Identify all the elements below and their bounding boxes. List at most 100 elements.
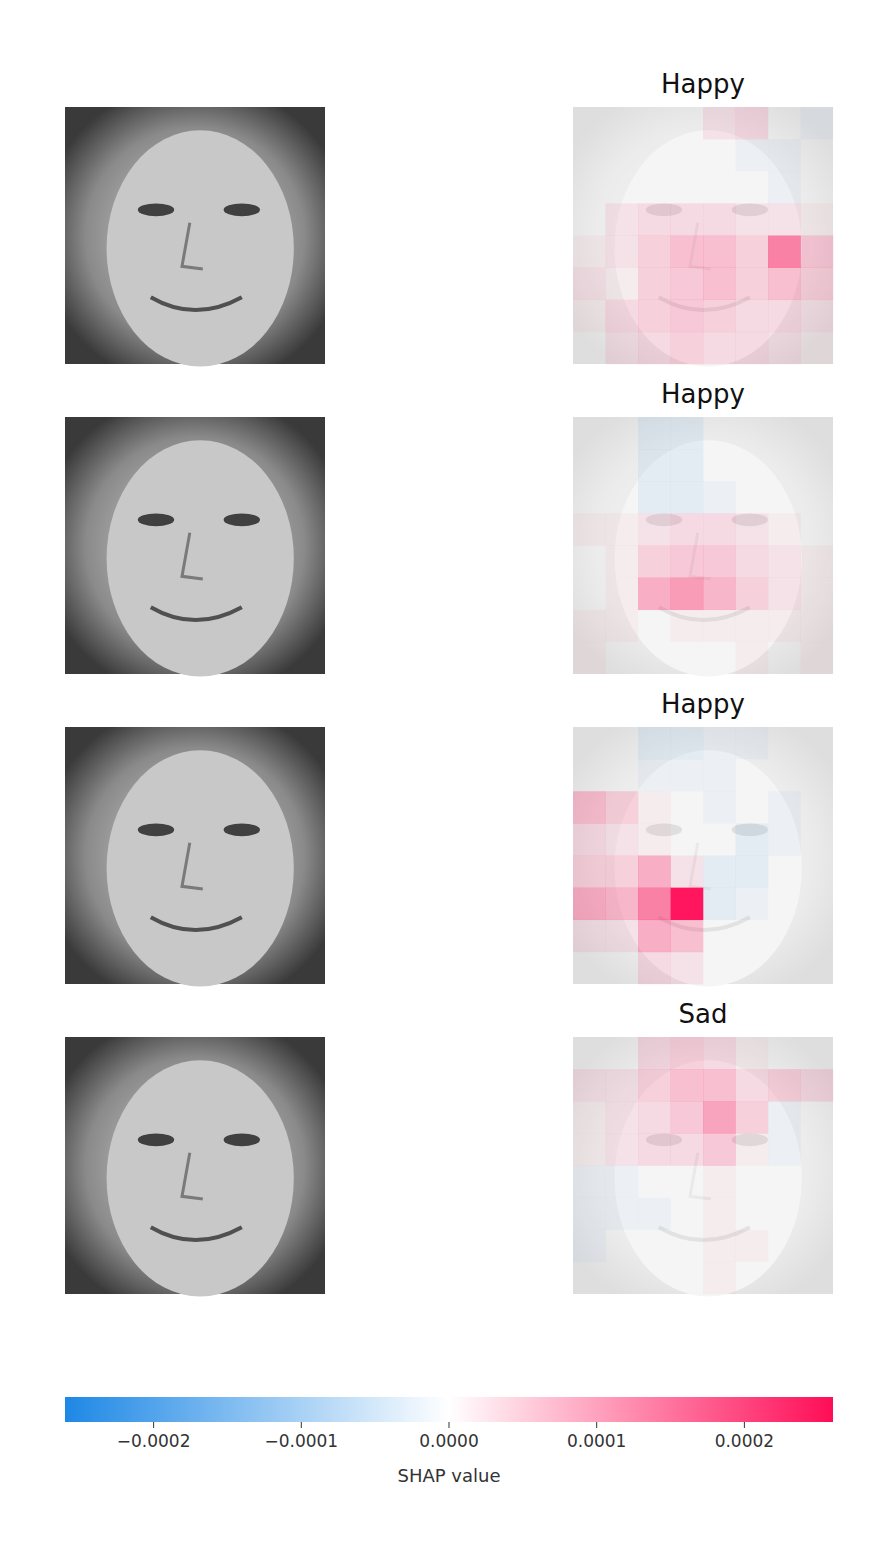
shap-cell [606, 727, 639, 759]
shap-cell [573, 417, 606, 449]
shap-cell [801, 920, 834, 952]
shap-cell [671, 920, 704, 952]
face-skin [615, 750, 802, 986]
shap-cell [801, 610, 834, 642]
tick-label: 0.0000 [419, 1431, 478, 1451]
shap-cell [801, 952, 834, 984]
shap-cell [638, 300, 671, 332]
shap-cell [703, 268, 736, 300]
face-eye [138, 823, 174, 836]
shap-cell [801, 203, 834, 235]
shap-cell [736, 1133, 769, 1165]
shap-cell [768, 823, 801, 855]
shap-cell [736, 1230, 769, 1262]
shap-cell [703, 856, 736, 888]
shap-cell [638, 546, 671, 578]
shap-cell [801, 578, 834, 610]
shap-cell [703, 1198, 736, 1230]
face-image [573, 107, 833, 367]
shap-cell [573, 107, 606, 139]
shap-cell [768, 546, 801, 578]
shap-cell [768, 1069, 801, 1101]
shap-cell [606, 417, 639, 449]
face-bg [573, 417, 833, 674]
shap-cell [736, 1166, 769, 1198]
figure: HappyHappyHappySad−0.0002−0.00010.00000.… [0, 0, 893, 1559]
shap-cell [801, 449, 834, 481]
shap-cell [703, 920, 736, 952]
shap-cell [671, 1230, 704, 1262]
shap-cell [638, 203, 671, 235]
shap-cell [573, 727, 606, 759]
shap-cell [736, 823, 769, 855]
shap-cell [703, 513, 736, 545]
shap-cell [768, 727, 801, 759]
face-mouth [151, 1227, 242, 1240]
shap-cell [768, 642, 801, 674]
shap-cell [638, 236, 671, 268]
shap-cell [671, 139, 704, 171]
shap-cell [703, 888, 736, 920]
shap-cell [606, 856, 639, 888]
shap-cell [801, 1262, 834, 1294]
shap-cell [671, 642, 704, 674]
shap-cell [801, 300, 834, 332]
shap-cell [703, 1069, 736, 1101]
shap-cell [606, 759, 639, 791]
shap-cell [671, 1069, 704, 1101]
shap-cell [703, 1101, 736, 1133]
face-eye [224, 823, 260, 836]
face-image [573, 417, 833, 677]
shap-cell [801, 1198, 834, 1230]
shap-cell [768, 578, 801, 610]
shap-cell [606, 1166, 639, 1198]
tick-label: −0.0002 [117, 1431, 191, 1451]
shap-cell [768, 1262, 801, 1294]
shap-cell [671, 171, 704, 203]
shap-cell [736, 139, 769, 171]
face-eye [224, 203, 260, 216]
shap-cell [606, 791, 639, 823]
shap-cell [703, 481, 736, 513]
shap-cell [736, 203, 769, 235]
shap-cell [703, 236, 736, 268]
shap-cell [671, 417, 704, 449]
shap-cell [606, 268, 639, 300]
shap-cell [768, 203, 801, 235]
shap-cell [638, 642, 671, 674]
shap-cell [801, 1133, 834, 1165]
shap-cell [736, 481, 769, 513]
shap-cell [703, 952, 736, 984]
shap-cell [703, 578, 736, 610]
shap-cell [736, 578, 769, 610]
shap-cell [671, 236, 704, 268]
shap-cell [671, 300, 704, 332]
shap-cell [671, 107, 704, 139]
shap-cell [703, 417, 736, 449]
shap-cell [801, 417, 834, 449]
face-skin [615, 440, 802, 676]
shap-cell [736, 107, 769, 139]
shap-cell [573, 759, 606, 791]
shap-cell [703, 546, 736, 578]
shap-cell [736, 759, 769, 791]
shap-cell [638, 888, 671, 920]
shap-cell [638, 759, 671, 791]
face-skin [615, 1060, 802, 1296]
shap-cell [606, 952, 639, 984]
shap-cell [768, 332, 801, 364]
face-mouth [151, 297, 242, 310]
shap-cell [671, 1198, 704, 1230]
shap-cell [736, 1101, 769, 1133]
shap-cell [606, 1230, 639, 1262]
tick-label: −0.0001 [264, 1431, 338, 1451]
shap-cell [606, 610, 639, 642]
shap-cell [638, 1198, 671, 1230]
shap-cell [736, 727, 769, 759]
shap-cell [638, 107, 671, 139]
shap-cell [768, 139, 801, 171]
shap-cell [768, 300, 801, 332]
shap-cell [736, 171, 769, 203]
shap-cell [638, 268, 671, 300]
shap-cell [801, 481, 834, 513]
